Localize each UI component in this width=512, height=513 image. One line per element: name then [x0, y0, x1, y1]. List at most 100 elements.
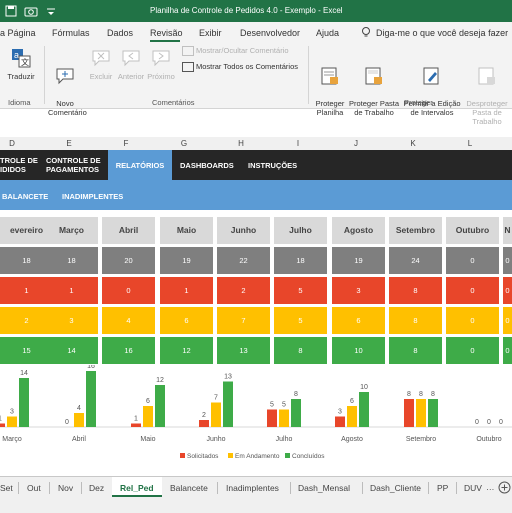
- table-cell[interactable]: 12: [160, 337, 213, 364]
- table-cell[interactable]: 15: [0, 337, 53, 364]
- sheet-tab-dash-mensal[interactable]: Dash_Mensal: [298, 483, 350, 493]
- customize-quick-access-icon[interactable]: [44, 4, 58, 18]
- table-cell[interactable]: 0: [446, 307, 499, 334]
- table-cell[interactable]: 0: [102, 277, 155, 304]
- tell-me-search[interactable]: Diga-me o que você deseja fazer: [376, 28, 509, 38]
- table-cell[interactable]: 18: [45, 247, 98, 274]
- table-cell[interactable]: 0: [503, 277, 512, 304]
- mostrar-todos-button[interactable]: Mostrar Todos os Comentários: [182, 62, 298, 73]
- permitir-edicao-button[interactable]: Permitir a Edição de Intervalos: [400, 48, 464, 117]
- table-cell[interactable]: 0: [446, 247, 499, 274]
- table-cell[interactable]: 16: [102, 337, 155, 364]
- nav-instrucoes[interactable]: INSTRUÇÕES: [248, 160, 298, 170]
- month-header[interactable]: Abril: [102, 217, 155, 244]
- table-cell[interactable]: 7: [217, 307, 270, 334]
- column-header-k[interactable]: K: [410, 139, 416, 148]
- nav-relatorios[interactable]: RELATÓRIOS: [108, 150, 172, 180]
- sheet-tab-nov[interactable]: Nov: [58, 483, 74, 493]
- table-cell[interactable]: 14: [45, 337, 98, 364]
- table-cell[interactable]: 18: [274, 247, 327, 274]
- table-cell[interactable]: 1: [0, 277, 53, 304]
- table-cell[interactable]: 0: [446, 277, 499, 304]
- add-sheet-icon[interactable]: [498, 481, 511, 496]
- column-header-h[interactable]: H: [238, 139, 244, 148]
- table-cell[interactable]: 8: [389, 337, 442, 364]
- table-cell[interactable]: 6: [332, 307, 385, 334]
- table-cell[interactable]: 3: [332, 277, 385, 304]
- table-cell[interactable]: 0: [503, 307, 512, 334]
- sheet-tab-pp[interactable]: PP: [437, 483, 449, 493]
- column-header-i[interactable]: I: [296, 139, 300, 148]
- table-cell[interactable]: 8: [274, 337, 327, 364]
- proteger-pasta-button[interactable]: Proteger Pasta de Trabalho: [348, 48, 400, 117]
- menu-dados[interactable]: Dados: [107, 28, 134, 38]
- menu-formulas[interactable]: Fórmulas: [52, 28, 90, 38]
- sheet-tab-balancete[interactable]: Balancete: [170, 483, 208, 493]
- subnav-inadimplentes[interactable]: INADIMPLENTES: [62, 192, 124, 201]
- table-cell[interactable]: 2: [217, 277, 270, 304]
- table-cell[interactable]: 1: [160, 277, 213, 304]
- table-cell[interactable]: 5: [274, 307, 327, 334]
- mostrar-ocultar-button[interactable]: Mostrar/Ocultar Comentário: [182, 46, 289, 57]
- month-header[interactable]: Outubro: [446, 217, 499, 244]
- table-cell[interactable]: 8: [389, 307, 442, 334]
- table-cell[interactable]: 19: [332, 247, 385, 274]
- table-cell[interactable]: 8: [389, 277, 442, 304]
- sheet-tab-dash-cliente[interactable]: Dash_Cliente: [370, 483, 422, 493]
- table-cell[interactable]: 0: [503, 247, 512, 274]
- proximo-button[interactable]: Próximo: [146, 48, 176, 81]
- nav-controle-pedidos[interactable]: TROLE DE IDIDOS: [0, 156, 38, 174]
- month-header[interactable]: Julho: [274, 217, 327, 244]
- table-cell[interactable]: 0: [503, 337, 512, 364]
- column-header-d[interactable]: D: [9, 139, 15, 148]
- menu-revisao[interactable]: Revisão: [150, 28, 183, 38]
- menu-ajuda[interactable]: Ajuda: [316, 28, 340, 38]
- sheet-tab-inadimplentes[interactable]: Inadimplentes: [226, 483, 279, 493]
- sheet-tab-rel-ped[interactable]: Rel_Ped: [120, 483, 154, 493]
- camera-icon[interactable]: [24, 4, 38, 18]
- menu-exibir[interactable]: Exibir: [199, 28, 222, 38]
- column-header-e[interactable]: E: [66, 139, 72, 148]
- table-cell[interactable]: 10: [332, 337, 385, 364]
- table-cell[interactable]: 18: [0, 247, 53, 274]
- excluir-button[interactable]: Excluir: [86, 48, 116, 81]
- month-header[interactable]: Maio: [160, 217, 213, 244]
- table-cell[interactable]: 19: [160, 247, 213, 274]
- month-header[interactable]: Agosto: [332, 217, 385, 244]
- anterior-button[interactable]: Anterior: [116, 48, 146, 81]
- month-header[interactable]: Março: [45, 217, 98, 244]
- novo-comentario-button[interactable]: Novo Comentário: [48, 48, 87, 117]
- table-cell[interactable]: 24: [389, 247, 442, 274]
- more-sheets-icon[interactable]: …: [486, 482, 495, 492]
- menu-desenvolvedor[interactable]: Desenvolvedor: [240, 28, 301, 38]
- column-header-g[interactable]: G: [180, 139, 188, 148]
- sheet-tab-dez[interactable]: Dez: [89, 483, 105, 493]
- table-cell[interactable]: 4: [102, 307, 155, 334]
- sheet-tab-out[interactable]: Out: [27, 483, 41, 493]
- subnav-balancete[interactable]: BALANCETE: [2, 192, 49, 201]
- nav-controle-pagamentos[interactable]: CONTROLE DE PAGAMENTOS: [46, 156, 101, 174]
- sheet-tab-duv[interactable]: DUV: [464, 483, 482, 493]
- table-cell[interactable]: 20: [102, 247, 155, 274]
- table-cell[interactable]: 1: [45, 277, 98, 304]
- table-cell[interactable]: 13: [217, 337, 270, 364]
- nav-dashboards[interactable]: DASHBOARDS: [180, 160, 234, 170]
- proteger-planilha-button[interactable]: Proteger Planilha: [312, 48, 348, 117]
- month-header[interactable]: evereiro: [0, 217, 53, 244]
- save-icon[interactable]: [4, 4, 18, 18]
- desproteger-button[interactable]: Desproteger Pasta de Trabalho: [462, 48, 512, 126]
- sheet-tab-set[interactable]: Set: [0, 483, 13, 493]
- column-header-f[interactable]: F: [123, 139, 129, 148]
- menu-pagina[interactable]: a Página: [0, 28, 36, 38]
- table-cell[interactable]: 22: [217, 247, 270, 274]
- column-header-l[interactable]: L: [467, 139, 473, 148]
- month-header[interactable]: N: [503, 217, 512, 244]
- table-cell[interactable]: 6: [160, 307, 213, 334]
- column-header-j[interactable]: J: [354, 139, 358, 148]
- month-header[interactable]: Setembro: [389, 217, 442, 244]
- table-cell[interactable]: 5: [274, 277, 327, 304]
- table-cell[interactable]: 3: [45, 307, 98, 334]
- month-header[interactable]: Junho: [217, 217, 270, 244]
- table-cell[interactable]: 0: [446, 337, 499, 364]
